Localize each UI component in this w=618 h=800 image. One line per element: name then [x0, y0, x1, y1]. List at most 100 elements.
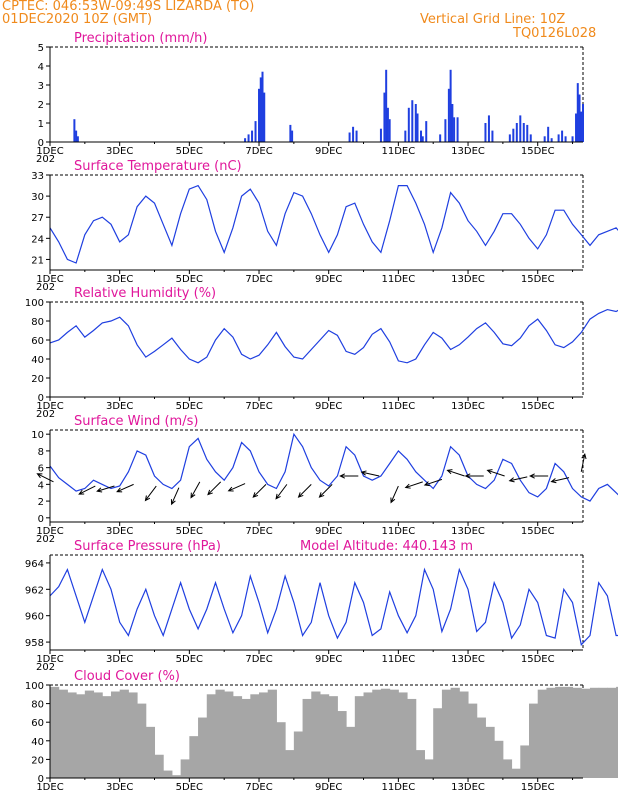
- temp-xtick-label-0: 1DEC: [36, 274, 63, 285]
- temp-panel: 21 24 27 30 33 1DEC 3DEC 5DEC 7DEC 9DEC 11DEC 13DEC…: [31, 159, 618, 293]
- wind-arrow-22: [529, 473, 549, 479]
- cloud-col-59: [563, 686, 574, 778]
- temp-xtick-label-4: 9DEC: [315, 274, 342, 285]
- precip-bar-4: [247, 134, 250, 142]
- precip-bar-18: [385, 69, 388, 142]
- wind-ytick-label-5: 10: [31, 430, 44, 441]
- press-series-line: [49, 567, 618, 646]
- wind-arrow-16: [404, 481, 423, 489]
- temp-series-line: [49, 184, 618, 264]
- precip-ytick-label-1: 1: [38, 119, 44, 130]
- cloud-col-43: [424, 759, 434, 778]
- precip-bar-54: [576, 83, 579, 142]
- precip-bar-14: [352, 126, 355, 142]
- cloud-ytick-label-3: 60: [31, 718, 44, 729]
- precip-xtick-label-0: 1DEC: [36, 146, 63, 157]
- wind-arrow-6: [190, 481, 201, 499]
- press-xtick-label-2: 5DEC: [176, 654, 203, 665]
- temp-xtick-label-2: 5DEC: [176, 274, 203, 285]
- temp-xtick-label-3: 7DEC: [245, 274, 272, 285]
- precip-bar-49: [557, 134, 560, 142]
- precip-ytick-label-3: 3: [38, 81, 44, 92]
- temp-title: Surface Temperature (nC): [74, 159, 242, 174]
- precip-bar-16: [379, 128, 382, 142]
- cloud-col-32: [328, 696, 338, 778]
- precip-bar-53: [575, 113, 578, 142]
- wind-xtick-label-4: 9DEC: [315, 526, 342, 537]
- cloud-col-50: [485, 726, 495, 778]
- cloud-col-54: [520, 745, 530, 778]
- precip-bar-36: [484, 123, 487, 142]
- wind-arrow-11: [297, 484, 312, 498]
- wind-xtick-label-7: 15DEC: [521, 526, 555, 537]
- cloud-col-14: [171, 775, 182, 778]
- precip-bar-22: [407, 107, 410, 142]
- wind-xtick-label-6: 13DEC: [451, 526, 485, 537]
- precip-bar-56: [580, 111, 583, 142]
- cloud-ytick-label-4: 80: [31, 700, 44, 711]
- precip-bar-44: [526, 124, 529, 142]
- precip-ytick-label-5: 5: [38, 43, 44, 54]
- precip-bar-21: [404, 130, 407, 142]
- cloud-col-62: [589, 687, 600, 778]
- wind-xtick-label-1: 3DEC: [106, 526, 133, 537]
- precip-bar-42: [519, 115, 522, 142]
- rh-ytick-label-2: 40: [31, 355, 44, 366]
- precip-bar-9: [261, 71, 264, 142]
- press-annotation: Model Altitude: 440.143 m: [300, 539, 473, 554]
- cloud-col-63: [598, 687, 608, 778]
- cloud-col-21: [232, 696, 243, 778]
- wind-arrow-9: [252, 484, 267, 498]
- rh-ytick-label-4: 80: [31, 317, 44, 328]
- wind-arrow-4: [144, 485, 157, 502]
- cloud-col-52: [502, 759, 513, 778]
- cloud-col-17: [198, 717, 208, 778]
- cloud-title: Cloud Cover (%): [74, 669, 180, 684]
- temp-ytick-label-2: 27: [31, 213, 44, 224]
- cloud-xtick-label-5: 11DEC: [381, 782, 415, 793]
- precip-bar-17: [383, 92, 386, 142]
- cloud-col-44: [433, 708, 443, 778]
- precip-bar-6: [254, 121, 257, 142]
- cloud-col-57: [546, 687, 556, 778]
- precip-bar-29: [439, 134, 442, 142]
- precip-xtick-label-1: 3DEC: [106, 146, 133, 157]
- precip-xtick-label-7: 15DEC: [521, 146, 555, 157]
- cloud-col-47: [459, 691, 469, 778]
- precip-bar-38: [491, 130, 494, 142]
- cloud-col-38: [380, 688, 391, 778]
- wind-arrow-12: [318, 484, 333, 498]
- cloud-col-34: [346, 726, 356, 778]
- precip-bar-40: [512, 128, 515, 142]
- cloud-col-10: [137, 703, 147, 778]
- wind-arrow-1: [78, 485, 96, 495]
- cloud-xtick-label-4: 9DEC: [315, 782, 342, 793]
- precip-bar-1: [75, 130, 78, 142]
- precip-year-fragment: 202: [36, 154, 55, 165]
- cloud-col-19: [215, 689, 225, 778]
- wind-arrow-24: [580, 453, 587, 472]
- wind-ytick-label-2: 4: [38, 480, 44, 491]
- precip-xtick-label-2: 5DEC: [176, 146, 203, 157]
- rh-ytick-label-5: 100: [25, 298, 44, 309]
- cloud-col-39: [389, 689, 399, 778]
- cloud-col-6: [102, 696, 112, 778]
- rh-xtick-label-6: 13DEC: [451, 401, 485, 412]
- precip-xtick-label-6: 13DEC: [451, 146, 485, 157]
- precip-bar-37: [487, 115, 490, 142]
- cloud-col-41: [407, 698, 417, 778]
- cloud-col-42: [415, 750, 425, 778]
- wind-arrow-23: [550, 477, 570, 484]
- precip-bar-45: [529, 134, 532, 142]
- precip-bar-57: [582, 104, 584, 142]
- cloud-col-35: [354, 696, 365, 778]
- cloud-col-0: [50, 686, 60, 778]
- cloud-col-48: [468, 703, 478, 778]
- wind-arrow-19: [464, 473, 484, 479]
- cloud-col-36: [363, 692, 373, 778]
- wind-arrow-3: [116, 483, 134, 493]
- cloud-ytick-label-2: 40: [31, 737, 44, 748]
- precip-bar-26: [420, 130, 423, 142]
- wind-year-fragment: 202: [36, 534, 55, 545]
- cloud-col-26: [276, 722, 286, 778]
